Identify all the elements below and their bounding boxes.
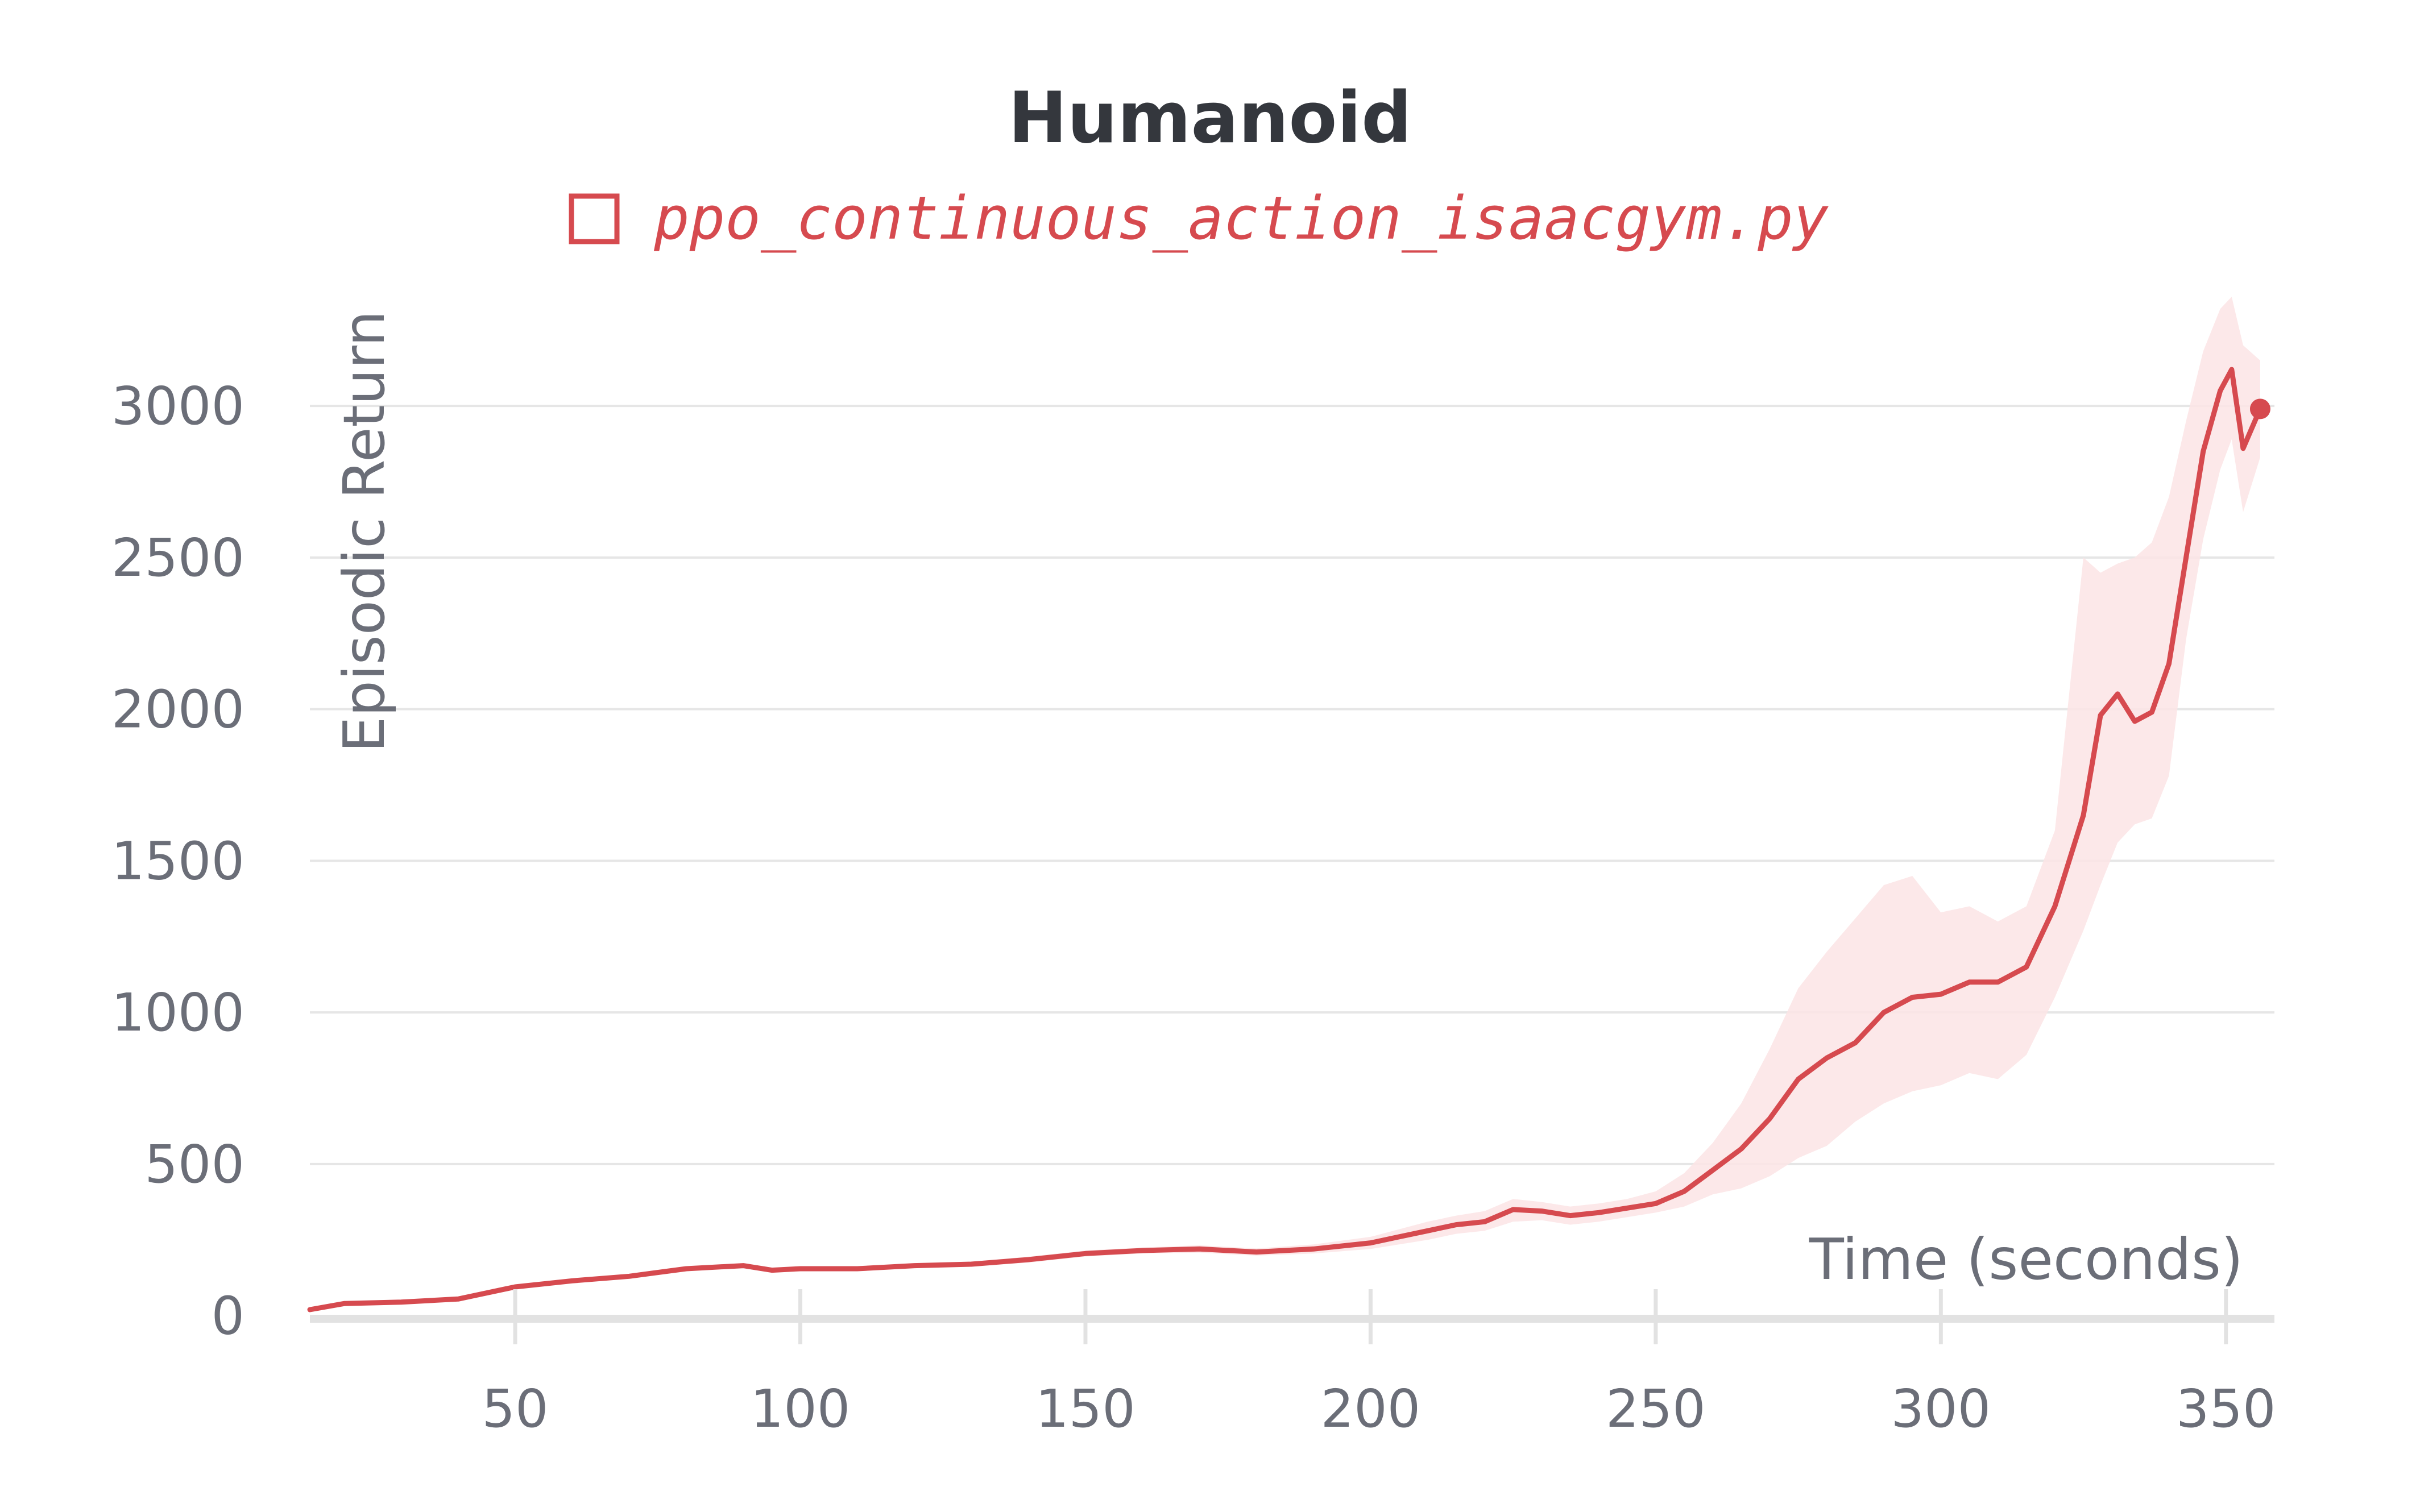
- legend: ppo_continuous_action_isaacgym.py: [569, 184, 1829, 253]
- gridlines: [310, 405, 2274, 1165]
- y-tick-label: 2000: [111, 679, 245, 740]
- axes: [310, 1289, 2274, 1344]
- legend-swatch: [569, 193, 620, 244]
- x-tick-label: 200: [1321, 1378, 1421, 1439]
- y-tick-label: 1500: [111, 830, 245, 891]
- chart-title: Humanoid: [1008, 77, 1412, 159]
- series-line: [307, 367, 2263, 1312]
- x-axis-ticks: 50 100 150 200 250 300 350: [482, 1378, 2276, 1439]
- series-endpoint: [2249, 398, 2270, 419]
- y-axis-ticks: 0 500 1000 1500 2000 2500 3000: [111, 376, 245, 1347]
- confidence-band: [310, 297, 2260, 1311]
- legend-label: ppo_continuous_action_isaacgym.py: [653, 184, 1829, 253]
- x-tick-label: 350: [2176, 1378, 2276, 1439]
- x-tick-label: 100: [751, 1378, 851, 1439]
- series-layer: [307, 367, 2270, 1312]
- y-tick-label: 0: [211, 1286, 245, 1347]
- y-tick-label: 3000: [111, 376, 245, 437]
- x-axis-label: Time (seconds): [1809, 1226, 2243, 1293]
- y-tick-label: 1000: [111, 982, 245, 1043]
- y-tick-label: 2500: [111, 527, 245, 588]
- y-axis-label: Episodic Return: [331, 310, 397, 753]
- series-band: [310, 297, 2260, 1311]
- x-tick-label: 50: [482, 1378, 549, 1439]
- x-tick-label: 250: [1606, 1378, 1706, 1439]
- x-tick-label: 150: [1035, 1378, 1136, 1439]
- x-tick-label: 300: [1891, 1378, 1991, 1439]
- y-tick-label: 500: [144, 1134, 245, 1195]
